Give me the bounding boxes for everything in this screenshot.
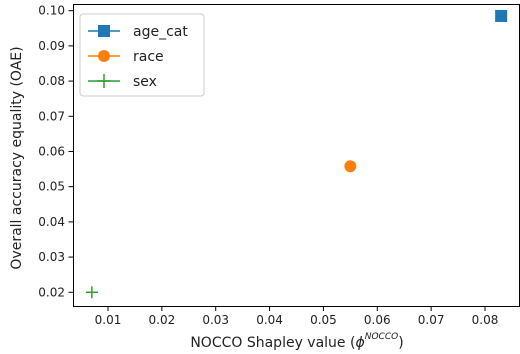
y-tick-label: 0.06 xyxy=(38,144,65,158)
x-tick-label: 0.05 xyxy=(310,313,337,327)
data-point-race xyxy=(344,160,357,173)
data-points xyxy=(85,9,508,299)
x-tick-label: 0.04 xyxy=(256,313,283,327)
x-axis-label-superscript: NOCCO xyxy=(365,332,398,342)
data-point-sex xyxy=(85,286,98,299)
legend-marker xyxy=(98,50,110,62)
x-tick-label: 0.03 xyxy=(202,313,229,327)
x-tick-label: 0.02 xyxy=(149,313,176,327)
x-tick-label: 0.06 xyxy=(364,313,391,327)
y-tick-label: 0.08 xyxy=(38,74,65,88)
x-axis: 0.01 0.02 0.03 0.04 0.05 0.06 0.07 0.08 xyxy=(95,306,499,327)
y-tick-label: 0.07 xyxy=(38,109,65,123)
y-tick-label: 0.05 xyxy=(38,180,65,194)
x-axis-label: NOCCO Shapley value (ϕNOCCO) xyxy=(190,332,403,351)
legend-marker xyxy=(98,25,110,37)
x-axis-label-text: NOCCO Shapley value ( xyxy=(190,335,355,351)
y-tick-label: 0.02 xyxy=(38,285,65,299)
x-tick-label: 0.08 xyxy=(472,313,499,327)
legend-label: age_cat xyxy=(133,24,188,40)
y-tick-label: 0.10 xyxy=(38,4,65,18)
y-tick-label: 0.03 xyxy=(38,250,65,264)
x-tick-label: 0.01 xyxy=(95,313,122,327)
x-axis-label-close: ) xyxy=(398,335,403,351)
legend-label: sex xyxy=(133,74,157,90)
data-point-age-cat xyxy=(495,9,508,22)
x-axis-label-symbol: ϕ xyxy=(355,335,364,351)
y-axis-label: Overall accuracy equality (OAE) xyxy=(9,46,25,269)
y-axis: 0.02 0.03 0.04 0.05 0.06 0.07 0.08 0.09 0.10 xyxy=(38,4,74,299)
y-tick-label: 0.04 xyxy=(38,215,65,229)
x-tick-label: 0.07 xyxy=(418,313,445,327)
legend-label: race xyxy=(133,49,164,65)
legend-frame xyxy=(79,13,205,97)
y-tick-label: 0.09 xyxy=(38,39,65,53)
legend-marker xyxy=(97,74,111,88)
